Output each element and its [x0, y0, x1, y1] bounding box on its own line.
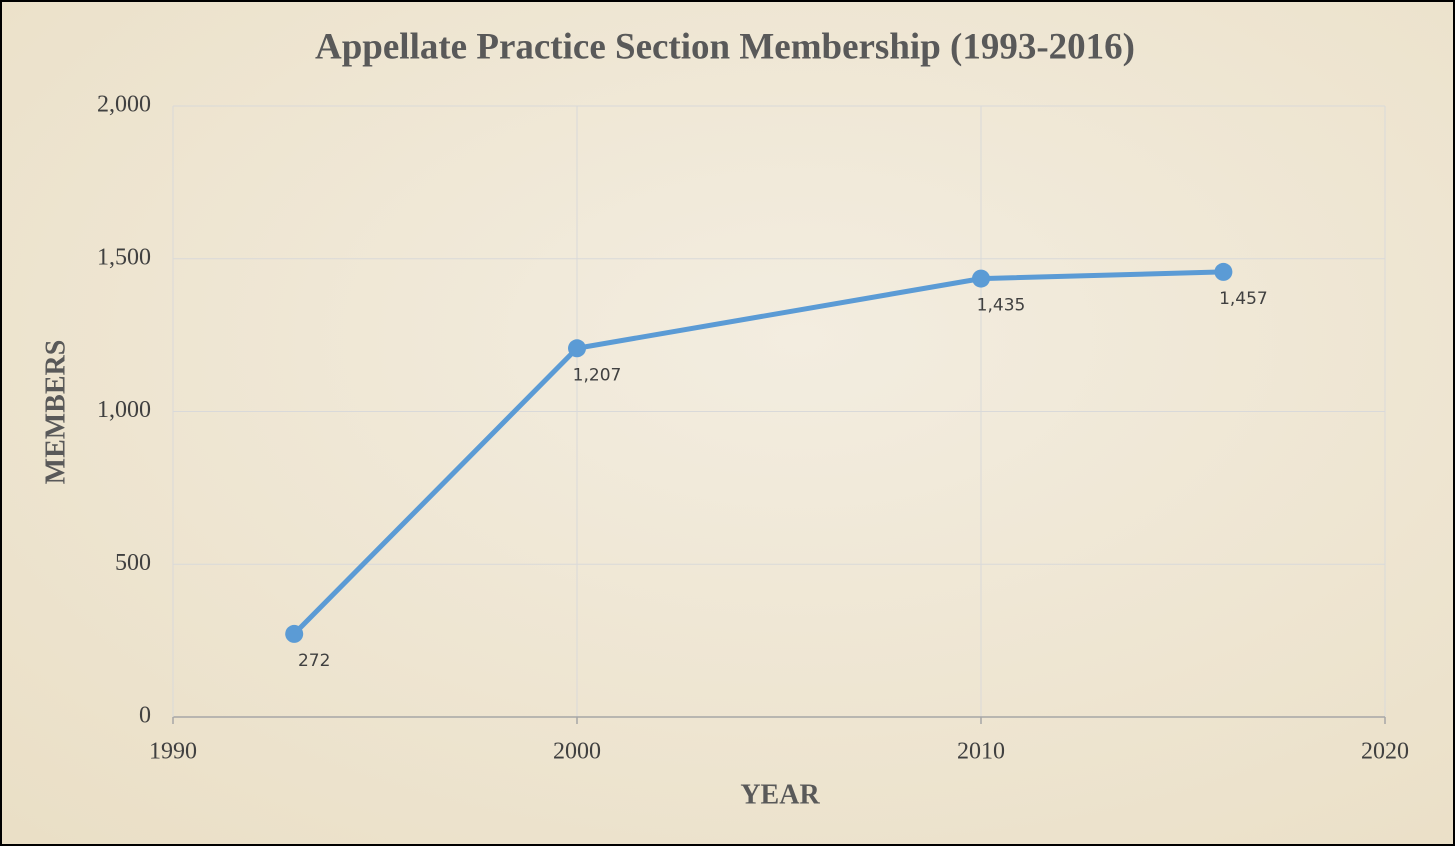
data-point: [972, 269, 990, 288]
data-label: 1,457: [1219, 289, 1268, 309]
y-tick-label: 500: [115, 550, 151, 576]
data-label: 1,435: [977, 296, 1026, 316]
y-axis-label: MEMBERS: [40, 340, 71, 485]
data-point: [1214, 262, 1233, 281]
x-tick-label: 1990: [149, 739, 197, 765]
data-point: [568, 339, 586, 358]
y-tick-label: 1,500: [97, 244, 151, 270]
x-axis-label: YEAR: [740, 779, 820, 810]
x-tick-label: 2020: [1361, 739, 1409, 765]
y-tick-label: 2,000: [97, 92, 151, 118]
x-tick-label: 2000: [553, 739, 601, 765]
data-point: [285, 624, 304, 643]
data-label: 272: [298, 651, 330, 671]
x-tick-label: 2010: [957, 739, 1005, 765]
data-line: [292, 269, 1224, 636]
data-label: 1,207: [573, 365, 622, 385]
chart-title: Appellate Practice Section Membership (1…: [315, 26, 1135, 67]
y-tick-label: 1,000: [97, 397, 151, 423]
y-tick-label: 0: [139, 703, 151, 729]
